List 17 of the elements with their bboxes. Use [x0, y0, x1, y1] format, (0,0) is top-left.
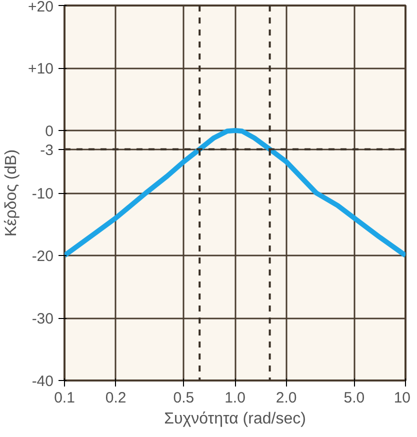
y-tick-label: -20 [32, 248, 54, 265]
x-tick-label: 10 [394, 390, 411, 406]
x-axis-title: Συχνότητα (rad/sec) [164, 410, 306, 428]
x-tick-label: 1.0 [224, 390, 246, 406]
y-tick-label: -40 [32, 373, 54, 390]
x-tick-label: 0.2 [105, 390, 126, 406]
y-tick-label: -30 [32, 310, 54, 328]
y-tick-label: 0 [45, 123, 54, 140]
y-tick-label: -10 [32, 186, 54, 202]
y-tick-label: +10 [28, 60, 54, 78]
x-tick-label: 2.0 [276, 390, 297, 406]
y-axis-title: Κέρδος (dB) [3, 149, 20, 237]
x-tick-label: 5.0 [344, 390, 365, 406]
x-tick-label: 0.5 [173, 390, 194, 406]
x-tick-label: 0.1 [54, 390, 75, 406]
y-tick-label: -3 [40, 142, 54, 159]
y-tick-label: +20 [28, 0, 54, 16]
